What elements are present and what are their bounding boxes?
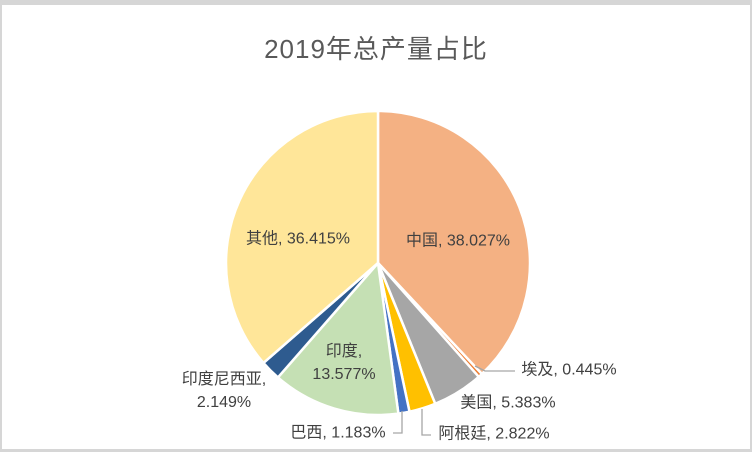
data-label-india-line2: 13.577% — [312, 366, 376, 383]
pie-slice-其他 — [224, 109, 380, 365]
data-label-india-line1: 印度, — [325, 343, 363, 360]
chart-title: 2019年总产量占比 — [264, 34, 488, 64]
data-label-other: 其他, 36.415% — [245, 230, 351, 248]
data-label-indonesia-line2: 2.149% — [196, 394, 252, 411]
pie-slice-印度 — [276, 261, 400, 417]
pie-slices — [224, 109, 532, 417]
data-label-indonesia-line1: 印度尼西亚, — [181, 371, 267, 388]
data-label-usa: 美国, 5.383% — [460, 394, 556, 412]
leader-line-egypt — [474, 365, 515, 372]
data-label-indonesia: 印度尼西亚, 2.149% — [182, 368, 266, 414]
pie-slice-中国 — [376, 109, 532, 376]
data-label-argentina: 阿根廷, 2.822% — [438, 425, 550, 443]
data-label-india: 印度, 13.577% — [312, 340, 375, 386]
data-label-china: 中国, 38.027% — [405, 232, 511, 250]
pie-chart — [224, 109, 532, 436]
leader-line-argentina — [421, 409, 431, 436]
data-label-egypt: 埃及, 0.445% — [521, 361, 617, 379]
leader-line-brazil — [393, 411, 403, 434]
data-label-brazil: 巴西, 1.183% — [290, 424, 386, 442]
leader-lines — [393, 365, 515, 436]
